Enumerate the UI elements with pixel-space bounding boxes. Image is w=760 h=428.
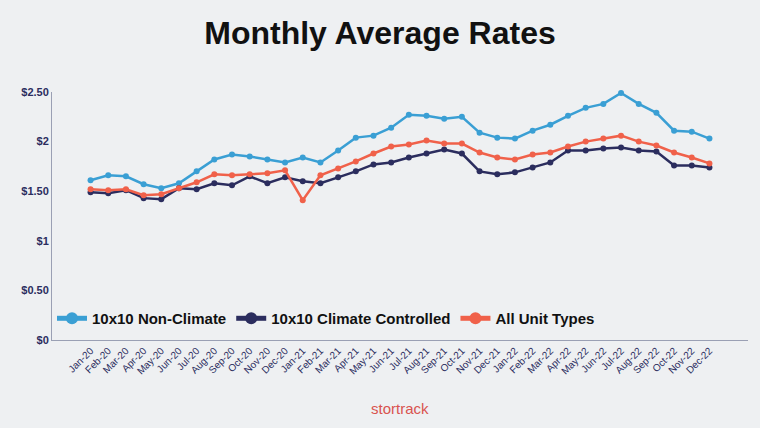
svg-text:Feb-21: Feb-21 [295,345,325,375]
svg-text:Jan-20: Jan-20 [66,345,96,375]
svg-text:Nov-20: Nov-20 [242,345,273,376]
svg-text:Jun-22: Jun-22 [579,345,609,375]
svg-text:Mar-20: Mar-20 [101,345,131,375]
svg-text:Aug-20: Aug-20 [189,345,220,376]
svg-text:May-22: May-22 [559,345,591,377]
svg-text:$1.50: $1.50 [21,185,49,197]
svg-text:$2.50: $2.50 [21,86,49,98]
svg-text:$1: $1 [37,235,49,247]
svg-text:Jan-22: Jan-22 [490,345,520,375]
svg-text:10x10 Climate Controlled: 10x10 Climate Controlled [271,310,450,327]
svg-text:Jun-21: Jun-21 [367,345,397,375]
svg-text:Feb-20: Feb-20 [83,345,113,375]
svg-text:Monthly Average Rates: Monthly Average Rates [204,15,556,51]
svg-text:$0.50: $0.50 [21,284,49,296]
svg-text:Apr-20: Apr-20 [120,345,149,374]
svg-text:Dec-21: Dec-21 [472,345,503,376]
svg-text:Oct-20: Oct-20 [226,345,255,374]
svg-text:Aug-21: Aug-21 [401,345,432,376]
svg-text:Oct-21: Oct-21 [438,345,467,374]
svg-text:Nov-22: Nov-22 [666,345,697,376]
svg-text:Jul-20: Jul-20 [175,345,202,372]
svg-text:Nov-21: Nov-21 [454,345,485,376]
svg-text:Mar-21: Mar-21 [313,345,343,375]
svg-text:May-20: May-20 [135,345,167,377]
svg-text:Apr-22: Apr-22 [544,345,573,374]
svg-text:$0: $0 [37,334,49,346]
svg-text:Oct-22: Oct-22 [650,345,679,374]
svg-text:Jul-21: Jul-21 [387,345,414,372]
svg-text:Sep-21: Sep-21 [419,345,450,376]
svg-text:Aug-22: Aug-22 [613,345,644,376]
svg-text:stortrack: stortrack [371,400,429,417]
svg-text:May-21: May-21 [347,345,379,377]
svg-text:$2: $2 [37,135,49,147]
svg-text:Dec-20: Dec-20 [259,345,290,376]
svg-text:Sep-22: Sep-22 [631,345,662,376]
svg-text:Feb-22: Feb-22 [507,345,537,375]
svg-text:Jun-20: Jun-20 [155,345,185,375]
svg-text:10x10 Non-Climate: 10x10 Non-Climate [92,310,226,327]
svg-text:Sep-20: Sep-20 [206,345,237,376]
svg-text:Jan-21: Jan-21 [278,345,308,375]
svg-text:Mar-22: Mar-22 [525,345,555,375]
svg-text:All Unit Types: All Unit Types [495,310,594,327]
svg-text:Apr-21: Apr-21 [332,345,361,374]
svg-text:Dec-22: Dec-22 [684,345,715,376]
svg-text:Jul-22: Jul-22 [599,345,626,372]
